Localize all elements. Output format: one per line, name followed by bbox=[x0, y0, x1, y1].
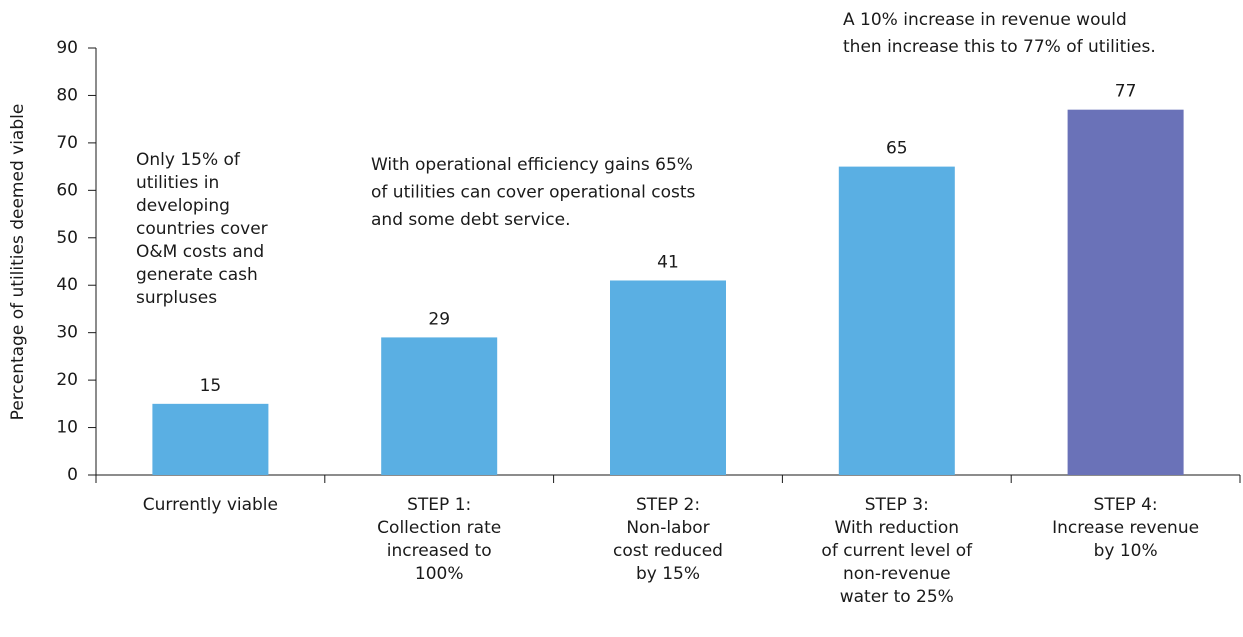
y-axis-label: Percentage of utilities deemed viable bbox=[8, 104, 28, 421]
x-tick-label-line: STEP 2: bbox=[636, 495, 700, 515]
x-tick-label-line: With reduction bbox=[835, 518, 960, 538]
y-tick-label: 50 bbox=[56, 228, 78, 248]
x-tick-label-line: STEP 4: bbox=[1094, 495, 1158, 515]
x-tick-label-line: non-revenue bbox=[843, 564, 951, 584]
x-tick-label-line: water to 25% bbox=[840, 587, 954, 607]
annotation: of utilities can cover operational costs bbox=[371, 183, 696, 203]
y-tick-label: 40 bbox=[56, 275, 78, 295]
x-tick-label: STEP 4: Increase revenue by 10% bbox=[1052, 495, 1199, 561]
x-tick-label: STEP 1: Collection rate increased to 100% bbox=[377, 495, 501, 584]
annotation: and some debt service. bbox=[371, 210, 570, 230]
value-label: 65 bbox=[886, 139, 908, 159]
bar bbox=[610, 280, 726, 475]
value-label: 77 bbox=[1115, 82, 1137, 102]
x-tick-label-line: by 10% bbox=[1094, 541, 1158, 561]
bar bbox=[838, 166, 955, 475]
y-tick-label: 60 bbox=[56, 180, 78, 200]
annotation: countries cover bbox=[136, 219, 268, 239]
bar bbox=[1067, 109, 1184, 475]
y-tick-label: 80 bbox=[56, 85, 78, 105]
y-tick-label: 70 bbox=[56, 133, 78, 153]
x-tick-label-line: Collection rate bbox=[377, 518, 501, 538]
annotation: then increase this to 77% of utilities. bbox=[843, 37, 1156, 57]
annotation: Only 15% of bbox=[136, 150, 241, 170]
y-tick-label: 30 bbox=[56, 323, 78, 343]
x-tick-label-line: of current level of bbox=[821, 541, 973, 561]
y-tick-label: 20 bbox=[56, 370, 78, 390]
value-label: 29 bbox=[428, 309, 450, 329]
value-label: 15 bbox=[200, 376, 222, 396]
y-tick-label: 90 bbox=[56, 38, 78, 58]
x-tick-label: Currently viable bbox=[143, 495, 278, 515]
x-tick-label: STEP 3: With reduction of current level of… bbox=[821, 495, 973, 607]
annotation: surpluses bbox=[136, 288, 217, 308]
annotation: utilities in bbox=[136, 173, 219, 193]
x-tick-label-line: increased to bbox=[387, 541, 492, 561]
annotation: generate cash bbox=[136, 265, 258, 285]
x-tick-label-line: 100% bbox=[415, 564, 464, 584]
y-tick-label: 10 bbox=[56, 418, 78, 438]
x-tick-label: STEP 2: Non-labor cost reduced by 15% bbox=[613, 495, 723, 584]
x-tick-label-line: STEP 3: bbox=[865, 495, 929, 515]
annotation: O&M costs and bbox=[136, 242, 264, 262]
x-tick-label-line: STEP 1: bbox=[407, 495, 471, 515]
annotation: With operational efficiency gains 65% bbox=[371, 155, 693, 175]
y-tick-label: 0 bbox=[67, 465, 78, 485]
annotation: developing bbox=[136, 196, 230, 216]
bar bbox=[152, 403, 269, 475]
value-label: 41 bbox=[657, 252, 679, 272]
bar bbox=[381, 337, 498, 475]
x-tick-label-line: Increase revenue bbox=[1052, 518, 1199, 538]
x-tick-label-line: Non-labor bbox=[626, 518, 709, 538]
x-tick-label-line: cost reduced bbox=[613, 541, 723, 561]
x-tick-label-line: Currently viable bbox=[143, 495, 278, 515]
annotation: A 10% increase in revenue would bbox=[843, 10, 1127, 30]
x-tick-label-line: by 15% bbox=[636, 564, 700, 584]
